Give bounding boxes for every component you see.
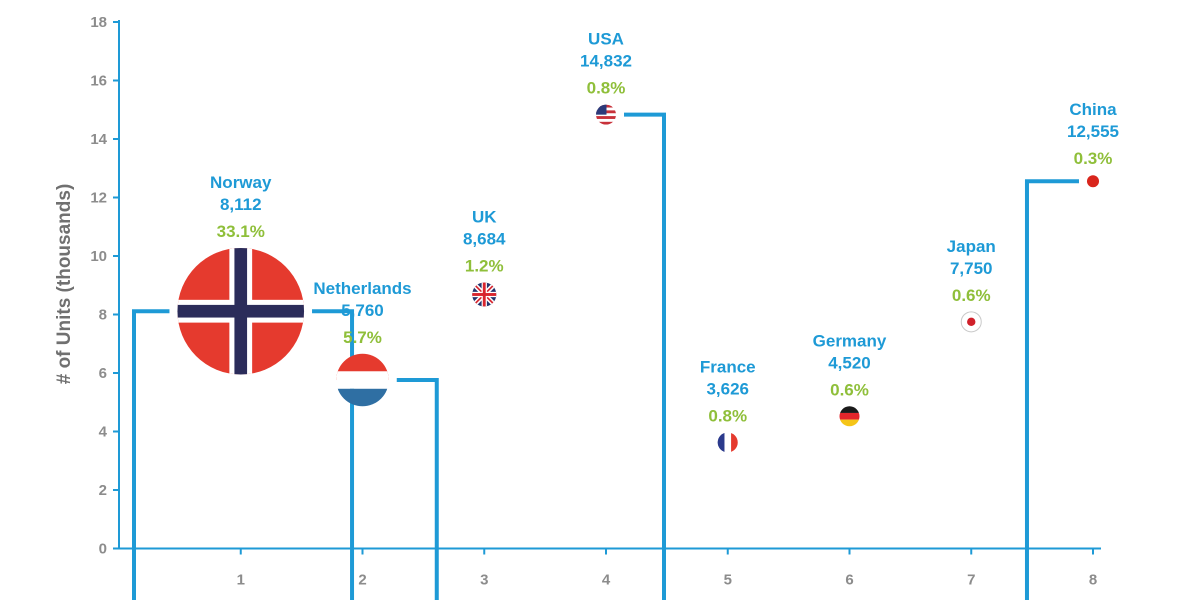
chart-axes [118,20,1101,550]
france-flag [717,432,738,453]
share-label: 0.8% [708,406,747,425]
share-label: 0.8% [587,79,626,98]
x-tick-label: 7 [967,572,975,589]
point-labels: 1.2% 8,684 UK [463,207,506,275]
point-labels: 0.6% 4,520 Germany [813,331,887,399]
y-tick-label: 18 [90,14,107,31]
usa-flag [596,104,616,125]
point-labels: 33.1% 8,112 Norway [210,173,272,241]
value-label: 12,555 [1067,122,1119,141]
country-label: USA [588,30,624,49]
value-label: 8,684 [463,229,506,248]
netherlands-flag [336,353,389,407]
x-tick-label: 6 [845,572,853,589]
y-tick-label: 14 [90,131,107,148]
x-tick-label: 1 [237,572,245,589]
point-labels: 0.3% 12,555 China [1067,100,1119,168]
share-label: 33.1% [217,222,265,241]
connector-line [1024,179,1079,600]
y-tick-label: 4 [99,424,108,441]
country-label: Germany [813,331,887,350]
x-tick-label: 8 [1089,572,1097,589]
point-labels: 5.7% 5,760 Netherlands [313,279,411,347]
y-tick-label: 10 [90,248,107,265]
value-label: 8,112 [220,195,262,214]
y-axis-title: # of Units (thousands) [54,184,75,385]
value-label: 5,760 [341,301,384,320]
share-label: 0.6% [830,380,869,399]
value-label: 7,750 [950,259,993,278]
y-axis-ticks: 0 2 4 6 8 10 12 14 16 18 [90,14,119,558]
point-labels: 0.8% 3,626 France [700,357,756,425]
country-label: Norway [210,173,272,192]
value-label: 14,832 [580,52,632,71]
y-tick-label: 0 [99,541,107,558]
country-label: Netherlands [313,279,411,298]
point-labels: 0.8% 14,832 USA [580,30,632,98]
norway-flag [177,247,305,375]
y-tick-label: 6 [99,365,107,382]
share-label: 0.3% [1074,149,1113,168]
y-tick-label: 16 [90,73,107,90]
share-label: 5.7% [343,328,382,347]
connector-line [396,378,439,600]
y-tick-label: 12 [90,190,107,207]
x-axis-ticks: 1 2 3 4 5 6 7 8 [237,548,1097,589]
y-tick-label: 2 [99,482,107,499]
data-points: 33.1% 8,112 Norway 5.7% 5,760 Netherlands 1.2%… [177,30,1119,453]
connector-line [312,309,355,600]
country-label: France [700,357,756,376]
japan-flag [960,311,982,333]
point-labels: 0.6% 7,750 Japan [947,237,996,305]
country-label: UK [472,207,497,226]
connector-line [132,309,170,600]
share-label: 1.2% [465,256,504,275]
uk-flag [472,282,497,307]
share-label: 0.6% [952,286,991,305]
country-label: Japan [947,237,996,256]
connector-lines [132,112,1079,600]
x-tick-label: 4 [602,572,611,589]
country-label: China [1069,100,1117,119]
value-label: 3,626 [706,379,749,398]
value-label: 4,520 [828,353,871,372]
x-tick-label: 5 [724,572,732,589]
x-tick-label: 3 [480,572,488,589]
x-tick-label: 2 [358,572,366,589]
connector-line [624,112,666,600]
china-flag [1086,175,1100,188]
y-tick-label: 8 [99,307,107,324]
germany-flag [839,406,860,427]
